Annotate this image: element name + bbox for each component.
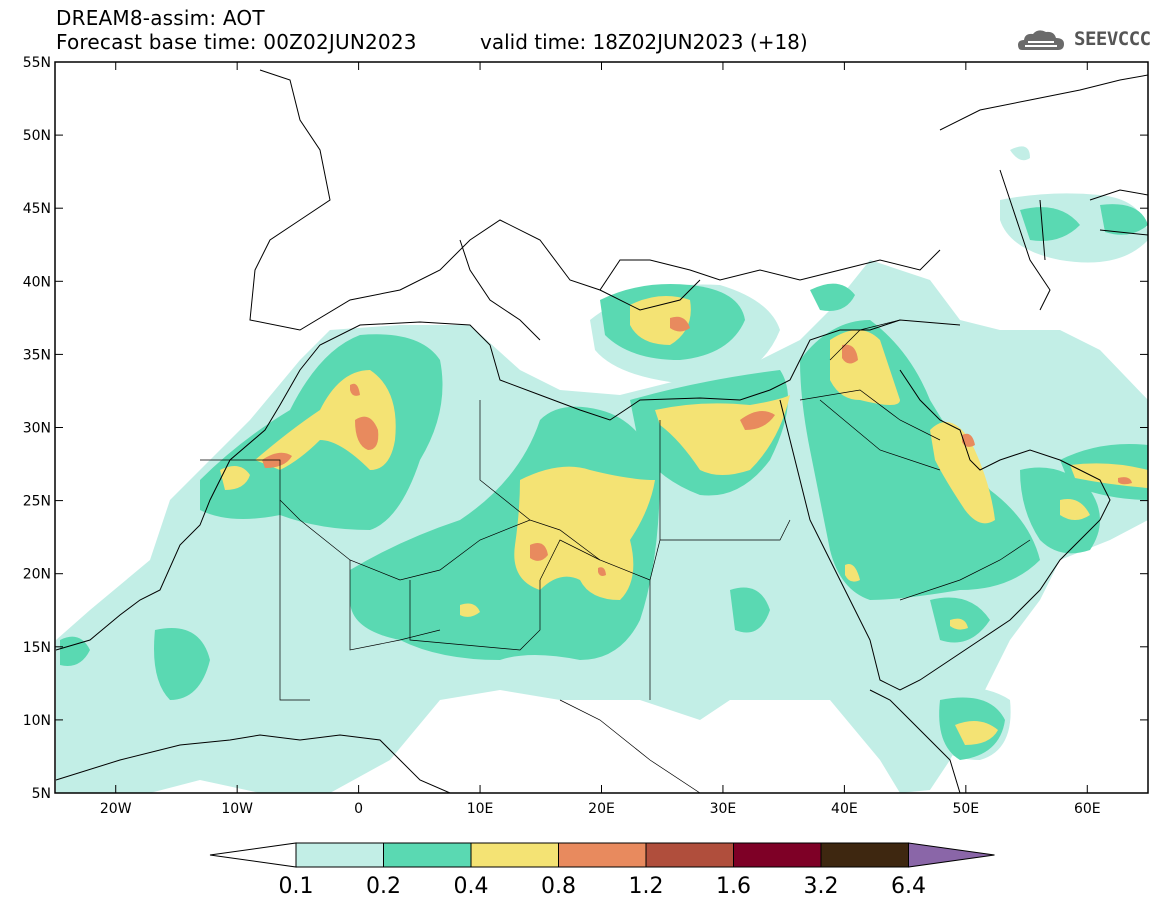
lon-tick-label: 40E (831, 801, 858, 817)
colorbar-segment (470, 842, 559, 868)
country-borders (200, 319, 1031, 793)
colorbar-label: 0.4 (454, 874, 489, 899)
colorbar-segment-below (209, 842, 297, 868)
lat-tick-label: 25N (23, 494, 51, 510)
latitude-axis: 55N 50N 45N 40N 35N 30N 25N 20N 15N 10N 5N (23, 55, 1148, 802)
lon-tick-label: 10W (221, 801, 253, 817)
lat-tick-label: 20N (23, 567, 51, 583)
lon-tick-label: 30E (710, 801, 737, 817)
colorbar-label: 1.6 (716, 874, 751, 899)
cloud-icon (1018, 30, 1064, 50)
forecast-base-time: Forecast base time: 00Z02JUN2023 (56, 30, 417, 54)
colorbar-label: 1.2 (629, 874, 664, 899)
colorbar-segment (820, 842, 909, 868)
colorbar-segment (383, 842, 472, 868)
colorbar-segment-above (908, 842, 995, 868)
valid-time: valid time: 18Z02JUN2023 (+18) (480, 30, 808, 54)
lon-tick-label: 20W (100, 801, 132, 817)
colorbar-segment (645, 842, 734, 868)
lat-tick-label: 10N (23, 713, 51, 729)
lat-tick-label: 40N (23, 274, 51, 290)
seevccc-logo-text: SEEVCCC (1074, 28, 1151, 50)
lat-tick-label: 15N (23, 640, 51, 656)
lon-tick-label: 0 (354, 801, 363, 817)
colorbar-label: 0.8 (541, 874, 576, 899)
colorbar-label: 0.2 (366, 874, 401, 899)
lat-tick-label: 35N (23, 347, 51, 363)
lat-tick-label: 55N (23, 55, 51, 71)
lat-tick-label: 5N (32, 786, 51, 802)
colorbar-segment (295, 842, 384, 868)
longitude-axis: 20W 10W 0 10E 20E 30E 40E 50E 60E (100, 62, 1101, 817)
lon-tick-label: 20E (588, 801, 615, 817)
colorbar-segment (733, 842, 822, 868)
map-title: DREAM8-assim: AOT (56, 6, 265, 30)
lat-tick-label: 45N (23, 201, 51, 217)
lon-tick-label: 10E (467, 801, 494, 817)
lon-tick-label: 60E (1074, 801, 1101, 817)
lon-tick-label: 50E (952, 801, 979, 817)
coastlines (55, 69, 1148, 793)
colorbar-segment (558, 842, 647, 868)
colorbar-label: 0.1 (279, 874, 314, 899)
colorbar-label: 6.4 (891, 874, 926, 899)
aot-level-0.8 (262, 316, 1132, 576)
lat-tick-label: 50N (23, 128, 51, 144)
colorbar-label: 3.2 (804, 874, 839, 899)
lat-tick-label: 30N (23, 421, 51, 437)
